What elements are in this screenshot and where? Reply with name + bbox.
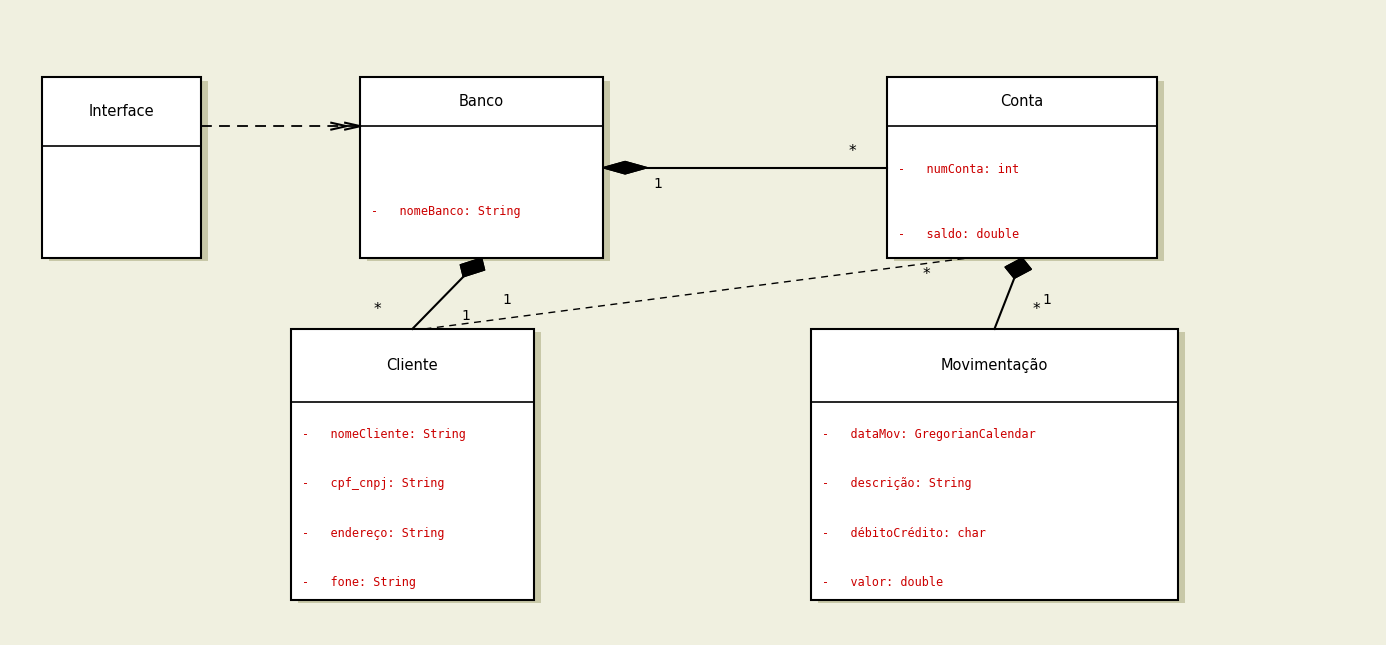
Text: Cliente: Cliente — [387, 358, 438, 373]
Bar — [818, 332, 1185, 603]
Text: 1: 1 — [654, 177, 663, 191]
Text: Interface: Interface — [89, 104, 154, 119]
Bar — [360, 77, 603, 258]
Text: *: * — [848, 144, 857, 159]
Text: -   dataMov: GregorianCalendar: - dataMov: GregorianCalendar — [822, 428, 1035, 441]
Text: *: * — [1033, 302, 1040, 317]
Text: Conta: Conta — [1001, 94, 1044, 109]
Polygon shape — [460, 258, 485, 277]
Polygon shape — [1005, 258, 1031, 278]
Bar — [894, 81, 1164, 261]
Text: -   endereço: String: - endereço: String — [302, 526, 445, 540]
Text: -   cpf_cnpj: String: - cpf_cnpj: String — [302, 477, 445, 490]
Text: *: * — [923, 266, 930, 282]
Text: -   nomeBanco: String: - nomeBanco: String — [371, 205, 521, 219]
Polygon shape — [603, 161, 647, 174]
Text: *: * — [374, 302, 381, 317]
Bar — [49, 81, 208, 261]
Bar — [298, 332, 541, 603]
Text: -   valor: double: - valor: double — [822, 576, 942, 589]
Text: -   fone: String: - fone: String — [302, 576, 416, 589]
Text: 1: 1 — [462, 309, 470, 323]
Bar — [887, 77, 1157, 258]
Bar — [42, 77, 201, 258]
Text: -   nomeCliente: String: - nomeCliente: String — [302, 428, 466, 441]
Text: Banco: Banco — [459, 94, 505, 109]
Text: -   débitoCrédito: char: - débitoCrédito: char — [822, 526, 985, 540]
Bar — [367, 81, 610, 261]
Bar — [811, 329, 1178, 600]
Text: Movimentação: Movimentação — [941, 358, 1048, 373]
Text: -   numConta: int: - numConta: int — [898, 163, 1019, 175]
Bar — [291, 329, 534, 600]
Text: 1: 1 — [502, 293, 511, 307]
Text: 1: 1 — [1042, 293, 1052, 307]
Text: -   saldo: double: - saldo: double — [898, 228, 1019, 241]
Text: -   descrição: String: - descrição: String — [822, 477, 972, 490]
